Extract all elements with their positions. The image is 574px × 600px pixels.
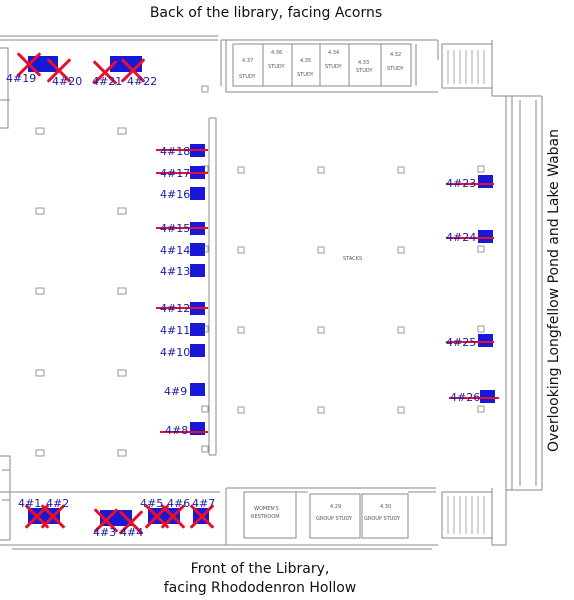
back-of-library-caption: Back of the library, facing Acorns (149, 5, 383, 21)
seat-19-label[interactable]: 4#19 (6, 72, 37, 85)
seat-9-label[interactable]: 4#9 (164, 385, 188, 398)
seat-8-label[interactable]: 4#8 (165, 424, 189, 437)
seat-23-strike (446, 183, 494, 185)
room-435-number: 4.35 (300, 58, 311, 64)
seat-10-label[interactable]: 4#10 (160, 346, 191, 359)
seat-25-strike (446, 341, 494, 343)
room-429-label: GROUP STUDY (316, 516, 353, 522)
room-435-label: STUDY (297, 72, 314, 78)
seat-11-box[interactable] (190, 323, 205, 336)
room-434-label: STUDY (325, 64, 342, 70)
seat-24-box[interactable] (478, 230, 493, 243)
seat-24-strike (446, 237, 494, 239)
seat-13-label[interactable]: 4#13 (160, 265, 191, 278)
room-433-label: STUDY (356, 68, 373, 74)
seat-12-strike (156, 307, 208, 309)
room-437-label: STUDY (239, 74, 256, 80)
front-of-library-caption: Front of the Library, facing Rhododenron… (110, 560, 410, 598)
seat-8-strike (160, 431, 208, 433)
seat-11-label[interactable]: 4#11 (160, 324, 191, 337)
room-437-number: 4.37 (242, 58, 253, 64)
room-429-number: 4.29 (330, 504, 341, 510)
front-caption-line1: Front of the Library, (190, 561, 330, 577)
room-432-label: STUDY (387, 66, 404, 72)
seat-17-strike (156, 172, 208, 174)
seat-15-strike (156, 227, 208, 229)
seat-12-label[interactable]: 4#12 (160, 302, 191, 315)
seat-7-label[interactable]: 4#7 (192, 497, 216, 510)
room-432-number: 4.32 (390, 52, 401, 58)
room-434-number: 4.34 (328, 50, 339, 56)
room-430-label: GROUP STUDY (364, 516, 401, 522)
seat-16-box[interactable] (190, 187, 205, 200)
stacks-label: STACKS (343, 256, 362, 262)
seat-25-label[interactable]: 4#25 (446, 336, 477, 349)
seat-2-label[interactable]: 4#2 (46, 497, 70, 510)
seat-26-box[interactable] (480, 390, 495, 403)
seat-6-label[interactable]: 4#6 (167, 497, 191, 510)
seat-1-label[interactable]: 4#1 (18, 497, 42, 510)
seat-17-label[interactable]: 4#17 (160, 167, 191, 180)
seat-15-label[interactable]: 4#15 (160, 222, 191, 235)
seat-20-label[interactable]: 4#20 (52, 75, 83, 88)
seat-8-box[interactable] (190, 422, 205, 435)
seat-14-label[interactable]: 4#14 (160, 244, 191, 257)
seat-26-label[interactable]: 4#26 (450, 391, 481, 404)
seat-21-label[interactable]: 4#21 (92, 75, 123, 88)
room-433-number: 4.33 (358, 60, 369, 66)
seat-18-label[interactable]: 4#18 (160, 145, 191, 158)
restroom-label-line1: WOMEN'S (254, 506, 279, 512)
seat-10-box[interactable] (190, 344, 205, 357)
seat-16-label[interactable]: 4#16 (160, 188, 191, 201)
seat-23-box[interactable] (478, 175, 493, 188)
seat-18-strike (156, 149, 208, 151)
seat-9-box[interactable] (190, 383, 205, 396)
seat-23-label[interactable]: 4#23 (446, 177, 477, 190)
room-430-number: 4.30 (380, 504, 391, 510)
room-436-number: 4.36 (271, 50, 282, 56)
seat-24-label[interactable]: 4#24 (446, 231, 477, 244)
seat-26-strike (449, 397, 499, 399)
restroom-label-line2: RESTROOM (251, 514, 280, 520)
seat-5-label[interactable]: 4#5 (140, 497, 164, 510)
seat-4-label[interactable]: 4#4 (120, 526, 144, 539)
seat-14-box[interactable] (190, 243, 205, 256)
seat-22-label[interactable]: 4#22 (127, 75, 158, 88)
seat-3-label[interactable]: 4#3 (93, 526, 117, 539)
front-caption-line2: facing Rhododenron Hollow (163, 580, 357, 596)
lake-view-caption: Overlooking Longfellow Pond and Lake Wab… (546, 129, 562, 452)
seat-13-box[interactable] (190, 264, 205, 277)
room-436-label: STUDY (268, 64, 285, 70)
seat-25-box[interactable] (478, 334, 493, 347)
